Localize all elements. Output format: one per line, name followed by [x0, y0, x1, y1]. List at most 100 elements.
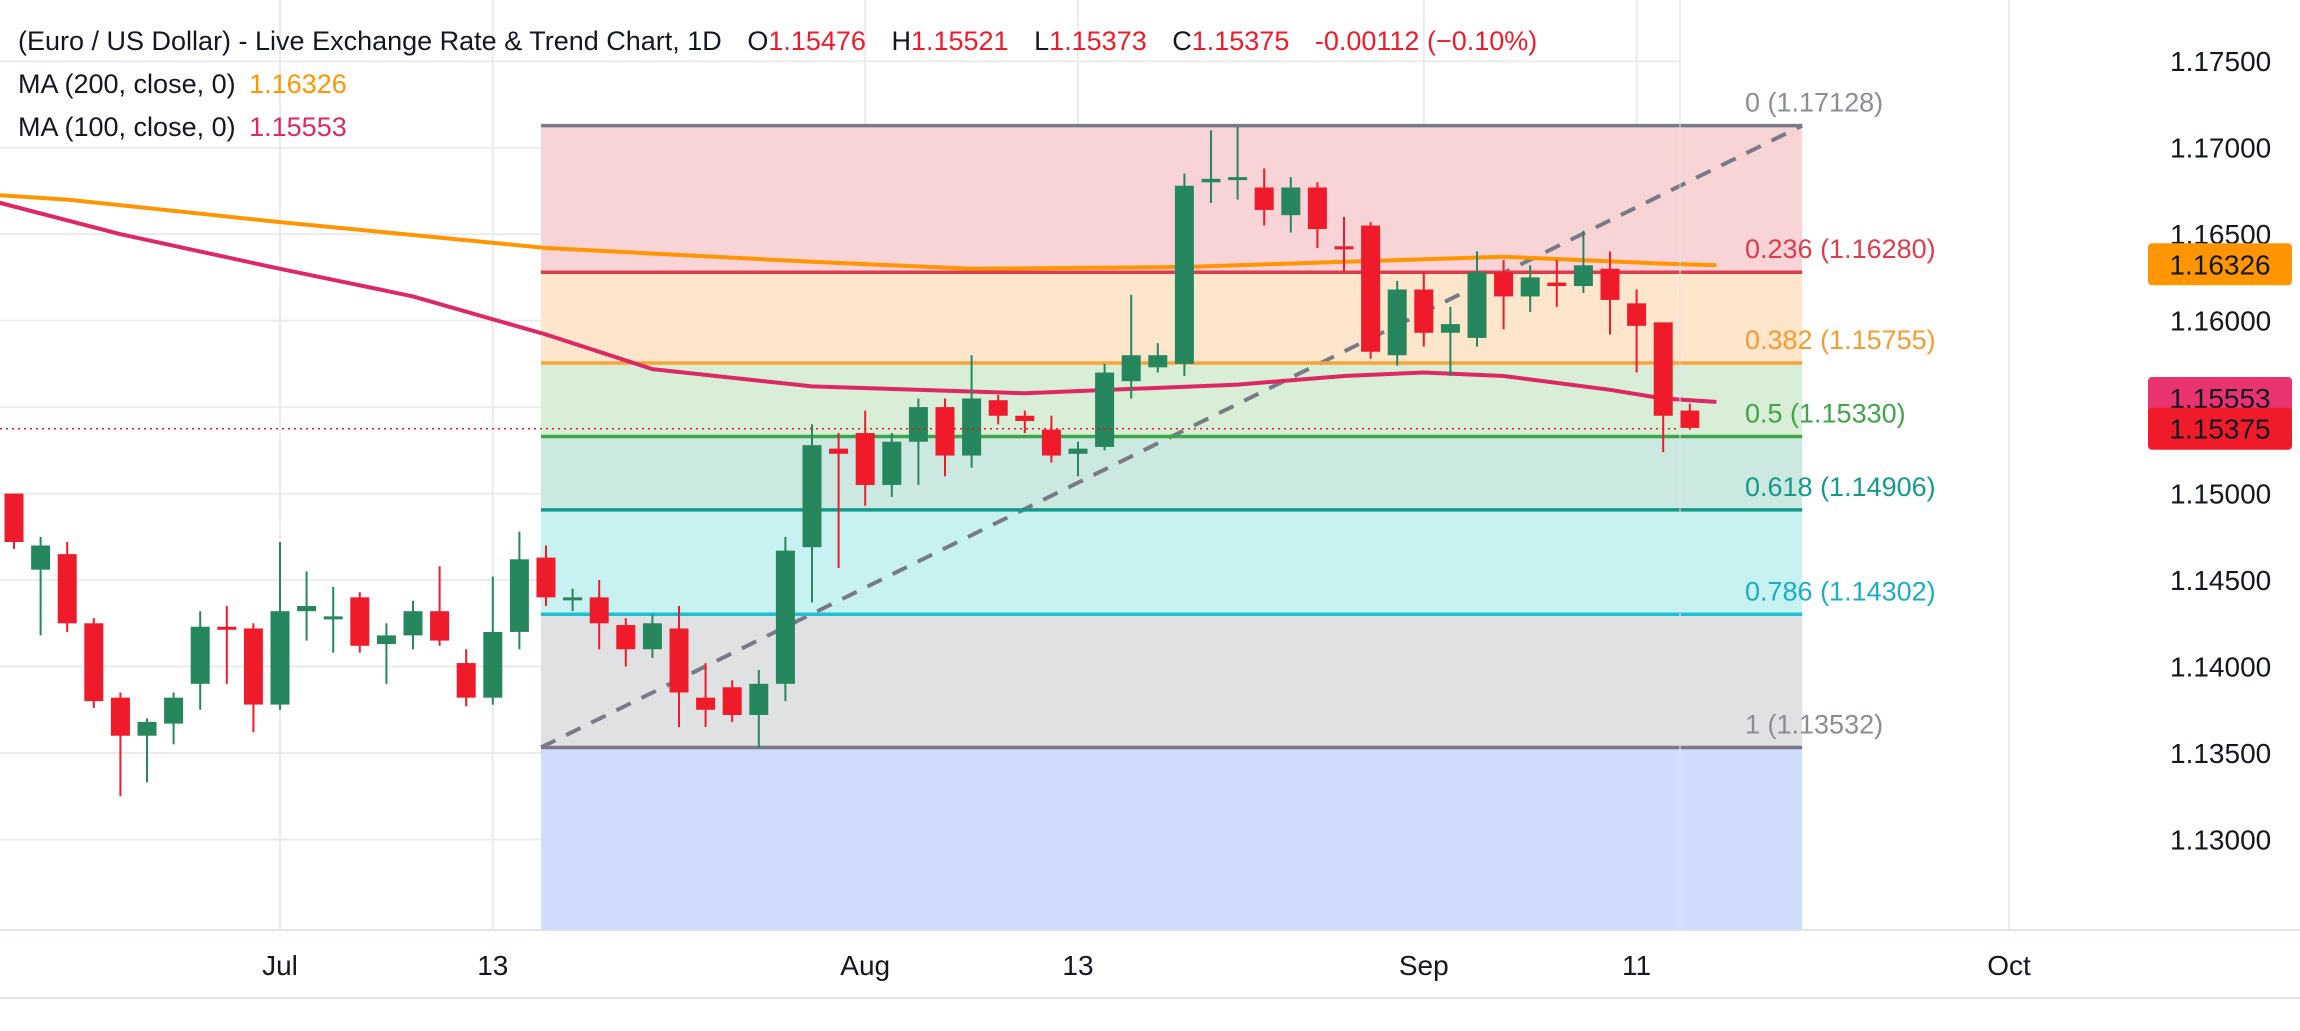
- price-axis-label: 1.13000: [2170, 824, 2271, 855]
- candle-down: [722, 680, 742, 722]
- candle-body: [829, 448, 849, 454]
- candle-body: [110, 697, 130, 736]
- candle-up: [1201, 130, 1221, 204]
- candle-down: [1254, 168, 1274, 226]
- candle-body: [456, 663, 476, 698]
- candle-body: [4, 493, 24, 543]
- candle-up: [31, 536, 51, 636]
- candle-body: [376, 635, 396, 645]
- legend-title-row: (Euro / US Dollar) - Live Exchange Rate …: [18, 20, 1537, 63]
- candle-down: [1307, 182, 1327, 249]
- candle-down: [1041, 415, 1061, 463]
- candle-body: [1520, 277, 1540, 297]
- candle-down: [4, 493, 24, 549]
- ma200-value: 1.16326: [249, 69, 347, 99]
- candle-body: [1254, 187, 1274, 210]
- candle-body: [1494, 272, 1514, 297]
- candle-body: [1148, 355, 1168, 368]
- candle-body: [137, 721, 157, 736]
- candle-body: [563, 597, 583, 601]
- price-axis-label: 1.15000: [2170, 479, 2271, 510]
- candle-body: [84, 623, 104, 702]
- close-value: 1.15375: [1191, 26, 1290, 56]
- price-axis-label: 1.14500: [2170, 565, 2271, 596]
- fib-zone: [541, 125, 1803, 273]
- open-label: O: [747, 26, 769, 56]
- fib-level-label: 0.786 (1.14302): [1745, 576, 1936, 606]
- candle-body: [935, 407, 955, 456]
- candle-body: [962, 398, 982, 456]
- candle-up: [1281, 177, 1301, 233]
- candle-body: [855, 433, 875, 485]
- candle-down: [1627, 289, 1647, 373]
- candle-up: [908, 398, 928, 485]
- candle-up: [1174, 173, 1194, 376]
- fib-level-label: 0.382 (1.15755): [1745, 325, 1936, 355]
- legend-ma200-row[interactable]: MA (200, close, 0) 1.16326: [18, 63, 1537, 106]
- close-label: C: [1172, 26, 1192, 56]
- candle-up: [563, 588, 583, 612]
- fib-level-label: 0.5 (1.15330): [1745, 399, 1906, 429]
- candle-body: [1174, 185, 1194, 364]
- candle-body: [775, 550, 795, 684]
- candle-down: [1361, 222, 1381, 359]
- candle-down: [430, 566, 450, 646]
- price-axis-label: 1.17000: [2170, 133, 2271, 164]
- candle-down: [616, 618, 636, 667]
- candle-body: [430, 611, 450, 641]
- high-label: H: [891, 26, 911, 56]
- legend-ma100-row[interactable]: MA (100, close, 0) 1.15553: [18, 106, 1537, 149]
- open-value: 1.15476: [768, 26, 866, 56]
- candle-body: [536, 557, 556, 598]
- price-axis-label: 1.16000: [2170, 306, 2271, 337]
- fib-level-label: 0 (1.17128): [1745, 88, 1883, 118]
- candle-down: [855, 410, 875, 506]
- candle-body: [616, 625, 636, 650]
- fib-zone: [541, 436, 1803, 510]
- candle-body: [243, 628, 263, 705]
- candle-body: [1547, 282, 1567, 287]
- candle-body: [1334, 246, 1354, 250]
- candle-body: [669, 628, 689, 693]
- candle-up: [403, 600, 423, 650]
- ma200-line: [0, 193, 1717, 271]
- price-axis-label: 1.17500: [2170, 46, 2271, 77]
- candle-up: [1520, 265, 1540, 312]
- candle-body: [1281, 187, 1301, 216]
- candle-body: [642, 623, 662, 650]
- price-tag: 1.16326: [2148, 243, 2292, 286]
- candle-body: [1121, 355, 1141, 382]
- candle-down: [217, 606, 237, 684]
- candle-body: [802, 445, 822, 548]
- candle-body: [323, 616, 343, 620]
- candle-body: [1653, 322, 1673, 416]
- candle-up: [164, 692, 184, 745]
- candle-body: [403, 611, 423, 636]
- candle-down: [110, 692, 130, 797]
- symbol-title: (Euro / US Dollar) - Live Exchange Rate …: [18, 26, 722, 56]
- candle-up: [376, 623, 396, 684]
- candle-body: [1680, 410, 1700, 428]
- candle-down: [1680, 403, 1700, 430]
- candle-body: [882, 441, 902, 485]
- candle-body: [722, 687, 742, 715]
- ma100-line: [0, 200, 1717, 404]
- candle-down: [536, 545, 556, 606]
- candle-body: [1041, 429, 1061, 456]
- candle-body: [696, 697, 716, 710]
- price-tag-box: [2148, 243, 2292, 286]
- candle-body: [1467, 272, 1487, 338]
- candle-up: [190, 611, 210, 710]
- chart-legend: (Euro / US Dollar) - Live Exchange Rate …: [18, 20, 1537, 149]
- candle-up: [297, 571, 317, 641]
- candle-up: [642, 614, 662, 658]
- fib-level-label: 1 (1.13532): [1745, 709, 1883, 739]
- candle-body: [908, 407, 928, 442]
- price-tag-label: 1.15375: [2169, 414, 2270, 445]
- candle-body: [31, 545, 51, 570]
- candle-down: [456, 649, 476, 707]
- candle-down: [988, 395, 1008, 425]
- candle-body: [1440, 324, 1460, 333]
- candle-up: [962, 355, 982, 468]
